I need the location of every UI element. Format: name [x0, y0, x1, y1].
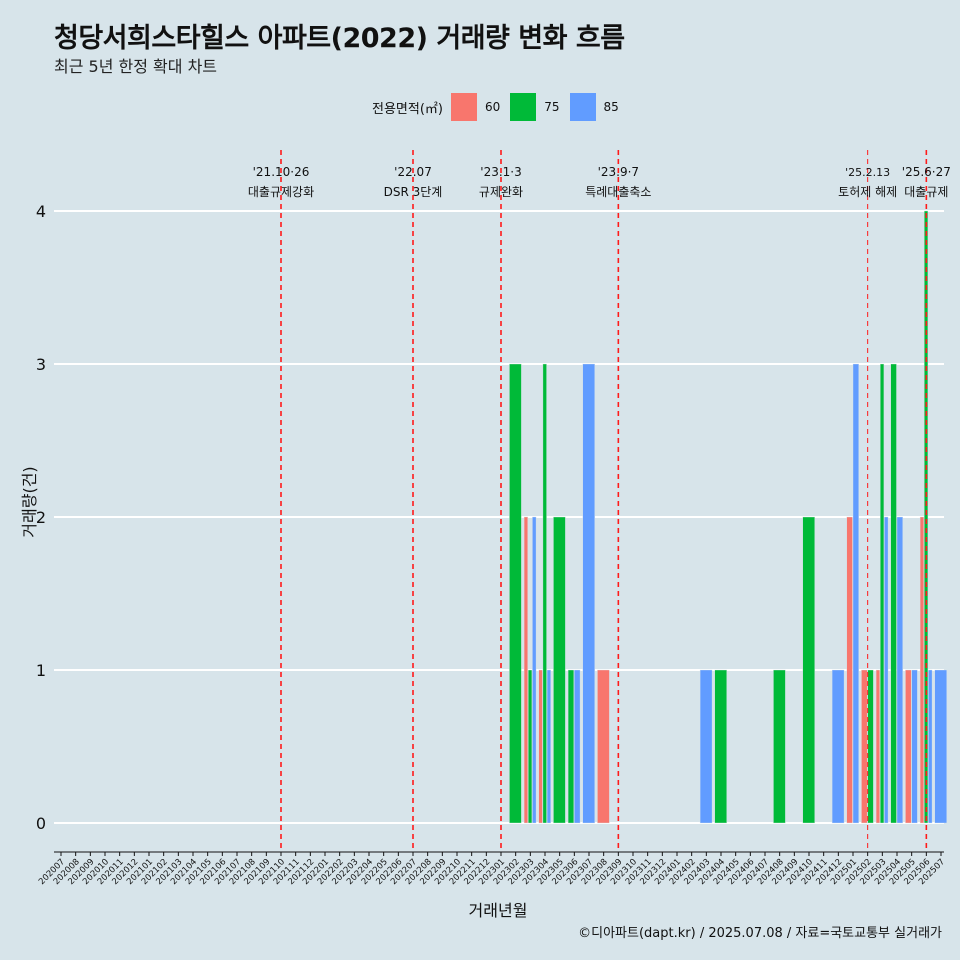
bar-85-202506 — [928, 669, 933, 824]
chart-title: 청당서희스타힐스 아파트(2022) 거래량 변화 흐름 — [54, 23, 625, 54]
bar-60-202503 — [875, 669, 880, 824]
event-date: '25.2.13 — [845, 166, 890, 179]
bar-85-202304 — [546, 669, 551, 824]
event-date: '23.9·7 — [598, 165, 639, 179]
bar-60-202304 — [538, 669, 543, 824]
bar-75-202410 — [802, 516, 815, 824]
bar-85-202501 — [852, 363, 859, 824]
bar-75-202408 — [773, 669, 786, 824]
bar-85-202507 — [934, 669, 947, 824]
legend-key-85 — [569, 93, 596, 121]
chart-subtitle: 최근 5년 한정 확대 차트 — [54, 57, 218, 76]
bar-75-202306 — [567, 669, 575, 824]
bar-85-202503 — [884, 516, 889, 824]
y-tick-label: 0 — [36, 814, 46, 833]
event-date: '25.6·27 — [902, 165, 951, 179]
event-date: '22.07 — [394, 165, 432, 179]
y-tick-label: 1 — [36, 661, 46, 680]
y-tick-label: 2 — [36, 508, 46, 527]
bar-75-202502 — [867, 669, 874, 824]
bar-85-202306 — [574, 669, 581, 824]
bar-75-202504 — [890, 363, 897, 824]
y-tick-label: 3 — [36, 355, 46, 374]
legend-label-75: 75 — [544, 100, 560, 114]
bar-60-202308 — [597, 669, 610, 824]
bar-60-202501 — [846, 516, 853, 824]
legend-title: 전용면적(㎡) — [372, 101, 443, 117]
event-date: '21.10·26 — [253, 165, 310, 179]
bar-85-202307 — [582, 363, 595, 824]
legend-key-75 — [510, 93, 537, 121]
bar-60-202303 — [523, 516, 528, 824]
event-label: 토허제 해제 — [838, 185, 897, 199]
bar-60-202506 — [919, 516, 924, 824]
bar-85-202504 — [896, 516, 903, 824]
y-axis-label: 거래량(건) — [20, 466, 39, 538]
x-axis-label: 거래년월 — [468, 901, 528, 920]
event-label: 특례대출축소 — [585, 185, 651, 199]
event-label: 대출규제강화 — [248, 185, 314, 199]
bar-85-202403 — [699, 669, 713, 824]
bar-75-202303 — [528, 669, 533, 824]
event-label: DSR 3단계 — [384, 185, 443, 199]
event-label: 규제완화 — [479, 185, 523, 199]
bar-75-202506 — [924, 210, 929, 824]
bar-75-202302 — [509, 363, 522, 824]
legend-label-85: 85 — [603, 100, 619, 114]
bar-60-202505 — [905, 669, 912, 824]
bar-85-202505 — [911, 669, 918, 824]
bar-85-202412 — [831, 669, 845, 824]
bar-75-202304 — [542, 363, 547, 824]
bar-75-202404 — [714, 669, 727, 824]
bar-85-202303 — [532, 516, 537, 824]
event-date: '23.1·3 — [480, 165, 521, 179]
bar-75-202503 — [880, 363, 885, 824]
legend-key-60 — [450, 93, 477, 121]
bar-75-202305 — [553, 516, 566, 824]
bar-60-202502 — [861, 669, 868, 824]
source-caption: ©디아파트(dapt.kr) / 2025.07.08 / 자료=국토교통부 실… — [578, 926, 942, 941]
legend: 전용면적(㎡) 60 75 85 — [372, 92, 629, 122]
event-label: 대출규제 — [904, 185, 948, 199]
y-tick-label: 4 — [36, 202, 46, 221]
legend-label-60: 60 — [484, 100, 501, 114]
